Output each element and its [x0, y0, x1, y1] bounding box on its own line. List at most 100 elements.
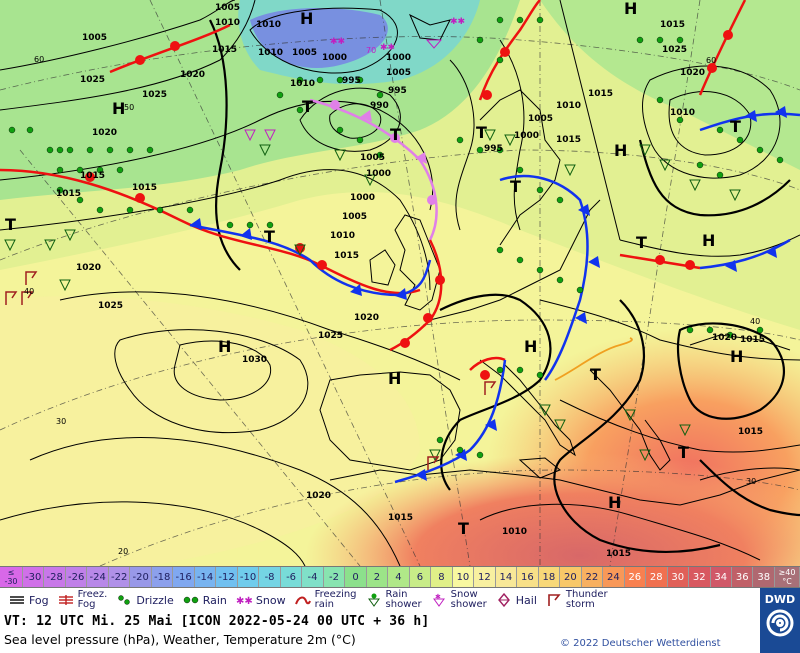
spiral-icon [766, 609, 794, 637]
scale-cell: -18 [151, 567, 174, 587]
svg-text:1015: 1015 [588, 89, 613, 99]
legend-snow-shower: ✱ Snow shower [430, 590, 487, 610]
isobars [0, 0, 800, 566]
low-label: T [5, 215, 16, 234]
main-isobars [209, 19, 800, 554]
svg-text:990: 990 [370, 101, 389, 111]
svg-text:20: 20 [118, 547, 128, 556]
map-info: VT: 12 UTC Mi. 25 Mai [ICON 2022-05-24 0… [0, 612, 760, 653]
svg-text:1010: 1010 [290, 79, 315, 89]
scale-cell: 2 [366, 567, 389, 587]
svg-text:1005: 1005 [386, 68, 411, 78]
svg-text:1015: 1015 [80, 171, 105, 181]
low-label: T [458, 519, 469, 538]
scale-cell: -6 [280, 567, 303, 587]
svg-text:1010: 1010 [502, 527, 527, 537]
svg-text:1020: 1020 [76, 263, 101, 273]
svg-text:995: 995 [388, 86, 407, 96]
scale-cell: 18 [538, 567, 561, 587]
weather-map: ✱✱ ✱✱ ✱✱ H H H H H H H H H H T T T T T T… [0, 0, 800, 566]
thunderstorm-icon [545, 593, 563, 607]
scale-cell: 24 [603, 567, 625, 587]
high-label: H [388, 369, 401, 388]
svg-text:1010: 1010 [256, 20, 281, 30]
dwd-logo[interactable]: DWD [760, 588, 800, 653]
legend-rain-shower: Rain shower [365, 590, 422, 610]
cold-front-3 [699, 112, 800, 132]
svg-text:1010: 1010 [556, 101, 581, 111]
weather-symbols [8, 16, 784, 459]
scale-cell: -28 [44, 567, 66, 587]
thunderstorm-symbols [5, 271, 497, 470]
svg-text:1020: 1020 [306, 491, 331, 501]
scale-cell: 36 [731, 567, 754, 587]
temperature-isoline-labels: 60 50 40 30 20 60 40 30 70 [24, 46, 760, 556]
hail-icon [495, 592, 513, 608]
scale-cell: 26 [624, 567, 647, 587]
svg-text:✱✱: ✱✱ [236, 596, 253, 607]
low-label: T [302, 97, 313, 116]
svg-text:1015: 1015 [740, 335, 765, 345]
freezing-rain-icon [294, 593, 312, 607]
temperature-scale: ≤ -30 -30 -28 -26 -24 -22 -20 -18 -16 -14 -12 -10-… [0, 566, 800, 588]
svg-text:1030: 1030 [242, 355, 267, 365]
svg-text:1020: 1020 [712, 333, 737, 343]
low-label: T [390, 125, 401, 144]
high-label: H [524, 337, 537, 356]
svg-text:30: 30 [56, 417, 66, 426]
svg-text:1010: 1010 [670, 108, 695, 118]
svg-text:70: 70 [366, 46, 376, 55]
svg-text:995: 995 [484, 144, 503, 154]
drizzle-icon [115, 593, 133, 607]
scale-cell: 20 [560, 567, 582, 587]
svg-text:1020: 1020 [180, 70, 205, 80]
legend-hail: Hail [495, 592, 537, 608]
svg-text:1025: 1025 [98, 301, 123, 311]
scale-min-cell: ≤ -30 [0, 567, 23, 587]
scale-cell: 6 [409, 567, 432, 587]
svg-text:1025: 1025 [80, 75, 105, 85]
high-label: H [624, 0, 637, 18]
low-label: T [510, 177, 521, 196]
svg-text:1010: 1010 [330, 231, 355, 241]
svg-text:1020: 1020 [680, 68, 705, 78]
scale-cell: -2 [323, 567, 346, 587]
svg-text:40: 40 [750, 317, 760, 326]
fog-icon [8, 593, 26, 607]
scale-cell: -10 [237, 567, 260, 587]
svg-text:1010: 1010 [215, 18, 240, 28]
svg-text:1010: 1010 [258, 48, 283, 58]
svg-text:60: 60 [706, 56, 716, 65]
scale-cell: -30 [23, 567, 45, 587]
scale-cell: 12 [474, 567, 496, 587]
scale-cell: -16 [173, 567, 195, 587]
warm-front-7 [469, 356, 506, 371]
svg-text:30: 30 [746, 477, 756, 486]
warm-front-5 [698, 0, 747, 96]
low-label: T [636, 233, 647, 252]
temp-field-greenland [250, 8, 388, 68]
svg-text:1025: 1025 [662, 45, 687, 55]
svg-text:1020: 1020 [354, 313, 379, 323]
svg-text:1025: 1025 [142, 90, 167, 100]
legend-drizzle: Drizzle [115, 593, 174, 607]
svg-text:60: 60 [34, 55, 44, 64]
scale-cell: -22 [108, 567, 131, 587]
svg-text:1000: 1000 [386, 53, 411, 63]
svg-text:1015: 1015 [556, 135, 581, 145]
scale-cell: -24 [87, 567, 109, 587]
high-label: H [608, 493, 621, 512]
scale-cell: -8 [259, 567, 281, 587]
scale-cell: -14 [194, 567, 217, 587]
legend-freezing-rain: Freezing rain [294, 590, 357, 610]
snow-icon: ✱✱ [235, 593, 253, 607]
svg-text:1015: 1015 [56, 189, 81, 199]
front-symbols [85, 30, 787, 481]
valid-time: VT: 12 UTC Mi. 25 Mai [ICON 2022-05-24 0… [4, 614, 430, 629]
rain-shower-icon [365, 593, 383, 607]
trough-line [554, 337, 633, 381]
scale-cell: 34 [710, 567, 732, 587]
svg-text:1005: 1005 [528, 114, 553, 124]
cold-front-2 [499, 174, 589, 381]
snow-symbols: ✱✱ ✱✱ ✱✱ [330, 17, 465, 53]
